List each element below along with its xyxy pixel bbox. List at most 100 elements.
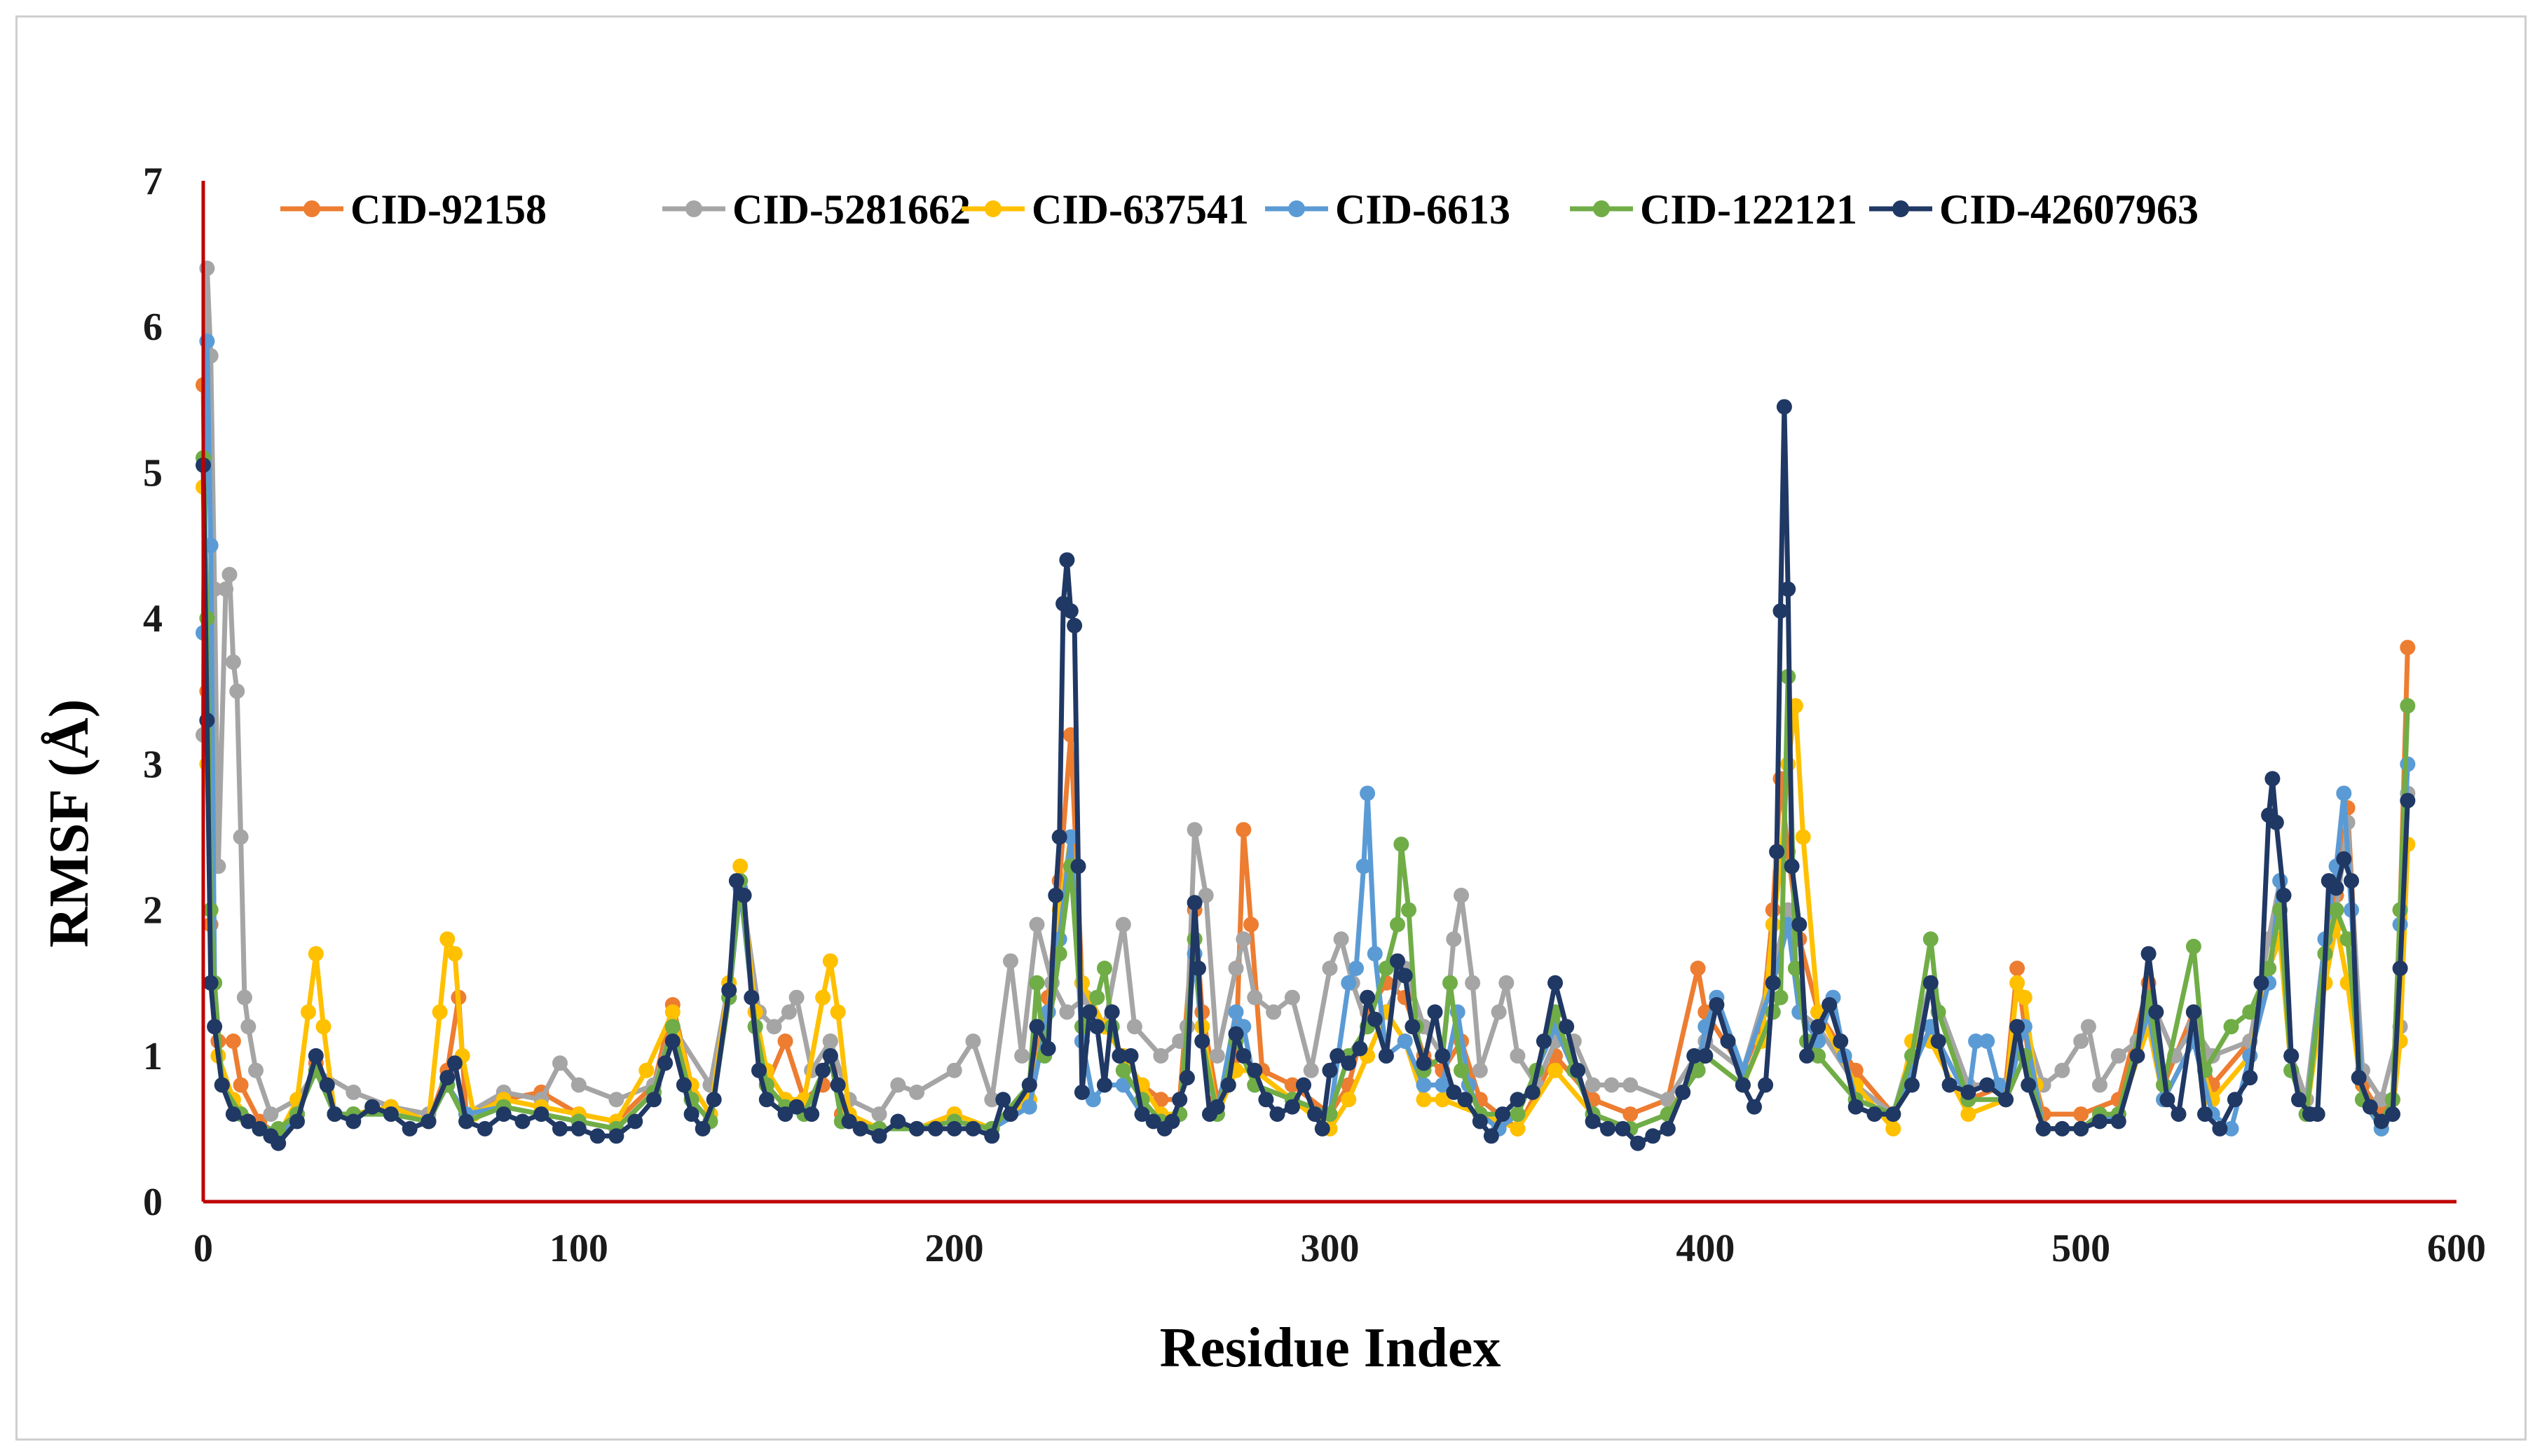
data-point (1510, 1092, 1526, 1108)
data-point (1179, 1070, 1195, 1086)
data-point (2110, 1048, 2126, 1064)
y-tick-label: 7 (143, 160, 163, 203)
data-point (1089, 1019, 1105, 1035)
data-point (432, 1004, 448, 1020)
data-point (1585, 1113, 1601, 1129)
data-point (1360, 785, 1376, 802)
data-point (2110, 1113, 2126, 1129)
y-tick-label: 4 (143, 597, 163, 640)
data-point (1833, 1033, 1849, 1049)
data-point (1187, 822, 1203, 838)
data-point (570, 1120, 587, 1136)
data-point (458, 1113, 474, 1129)
data-point (1457, 1092, 1473, 1108)
data-point (2227, 1092, 2243, 1108)
x-tick-label: 400 (1676, 1227, 1735, 1270)
data-point (1629, 1135, 1646, 1151)
data-point (1747, 1099, 1762, 1115)
data-point (1062, 603, 1079, 619)
data-point (1998, 1092, 2014, 1108)
data-point (2223, 1019, 2239, 1035)
data-point (657, 1055, 674, 1071)
legend-swatch-marker (685, 200, 702, 217)
y-tick-label: 3 (143, 743, 163, 787)
data-point (1810, 1048, 1826, 1064)
data-point (1322, 961, 1338, 976)
data-point (1622, 1106, 1639, 1122)
data-point (1059, 552, 1075, 568)
legend-swatch-marker (303, 200, 320, 217)
data-point (589, 1128, 606, 1144)
data-point (1115, 1077, 1131, 1093)
data-point (1600, 1120, 1615, 1136)
series-line (200, 404, 2410, 1146)
data-point (327, 1106, 343, 1122)
data-point (1885, 1120, 1901, 1136)
y-tick-label: 5 (143, 451, 163, 495)
data-point (2035, 1120, 2051, 1136)
data-point (1765, 975, 1781, 991)
data-point (1209, 1048, 1225, 1064)
legend-label: CID-637541 (1032, 186, 1249, 233)
data-point (1697, 1048, 1714, 1064)
data-point (1341, 975, 1357, 991)
data-point (1247, 989, 1263, 1005)
data-point (2264, 771, 2281, 787)
data-point (1472, 1062, 1488, 1078)
data-point (2373, 1092, 2389, 1108)
data-point (1314, 1120, 1330, 1136)
x-tick-label: 500 (2051, 1227, 2110, 1270)
y-tick-label: 6 (143, 305, 163, 349)
data-point (364, 1099, 381, 1115)
data-point (1236, 822, 1252, 838)
data-point (1784, 858, 1800, 874)
data-point (271, 1135, 287, 1151)
legend-label: CID-6613 (1335, 186, 1510, 233)
data-point (1822, 997, 1838, 1012)
data-point (2362, 1099, 2378, 1115)
data-point (1397, 968, 1413, 984)
data-point (1495, 1106, 1510, 1122)
y-tick-label: 1 (143, 1035, 163, 1078)
series-line (200, 266, 2410, 1117)
data-point (732, 858, 749, 874)
data-point (2159, 1092, 2175, 1108)
data-point (2129, 1048, 2145, 1064)
data-point (1810, 1019, 1826, 1035)
data-point (1330, 1048, 1346, 1064)
data-point (946, 1062, 962, 1078)
data-point (1660, 1120, 1676, 1136)
axes-layer (201, 181, 2456, 1204)
data-point (2400, 640, 2416, 656)
data-point (777, 1106, 793, 1122)
data-point (1123, 1048, 1139, 1064)
data-point (1014, 1048, 1030, 1064)
data-point (1003, 953, 1018, 969)
data-point (447, 1055, 463, 1071)
data-point (2171, 1106, 2187, 1122)
data-point (2242, 1004, 2258, 1020)
legend-swatch-marker (985, 200, 1002, 217)
data-point (1062, 829, 1079, 845)
data-point (822, 1048, 838, 1064)
x-axis-title: Residue Index (1160, 1317, 1501, 1379)
data-point (1220, 1077, 1236, 1093)
legend-swatch-marker (1892, 200, 1909, 217)
data-point (1690, 961, 1706, 976)
data-point (1074, 1084, 1090, 1100)
series-line (200, 385, 2410, 1139)
data-point (1360, 989, 1376, 1005)
data-point (1003, 1106, 1018, 1122)
data-point (1416, 1077, 1432, 1093)
data-point (2092, 1113, 2107, 1129)
series-layer (196, 260, 2416, 1151)
legend-item-CID-92158: CID-92158 (280, 186, 547, 233)
data-point (1472, 1113, 1488, 1129)
data-point (1930, 1033, 1946, 1049)
data-point (695, 1120, 711, 1136)
data-point (1355, 858, 1372, 874)
data-point (909, 1084, 925, 1100)
data-point (421, 1113, 437, 1129)
legend-item-CID-6613: CID-6613 (1265, 186, 1510, 233)
